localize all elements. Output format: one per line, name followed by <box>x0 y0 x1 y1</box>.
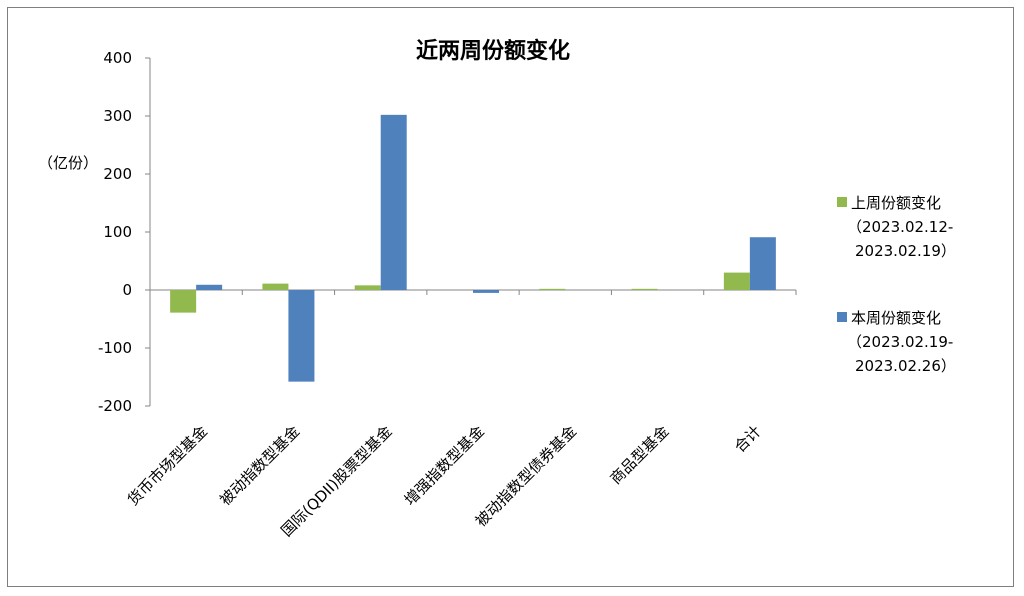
legend-label: 2023.02.26） <box>855 357 956 375</box>
bar-last-week <box>723 272 750 290</box>
y-tick-label: -100 <box>98 339 132 357</box>
y-tick-label: 300 <box>103 107 132 125</box>
y-tick-label: -200 <box>98 397 132 415</box>
bar-this-week <box>380 114 407 290</box>
category-label: 被动指数型债券基金 <box>472 422 580 530</box>
y-axis-unit-label: （亿份） <box>38 154 98 172</box>
bar-last-week <box>539 288 566 290</box>
legend-label: （2023.02.19- <box>847 333 953 351</box>
legend: 上周份额变化 （2023.02.12- 2023.02.19） 本周份额变化 （2023… <box>837 194 956 375</box>
bar-this-week <box>196 284 223 290</box>
category-label: 合计 <box>731 422 765 456</box>
category-label: 货币市场型基金 <box>124 422 211 509</box>
category-label: 被动指数型基金 <box>216 422 303 509</box>
legend-label: 本周份额变化 <box>851 309 941 327</box>
chart-title: 近两周份额变化 <box>416 38 570 64</box>
legend-label: 2023.02.19） <box>855 242 956 260</box>
legend-swatch <box>837 312 847 322</box>
y-tick-label: 0 <box>122 281 132 299</box>
y-tick-label: 100 <box>103 223 132 241</box>
y-tick-label: 200 <box>103 165 132 183</box>
category-label: 增强指数型基金 <box>401 422 488 509</box>
bar-last-week <box>170 290 197 313</box>
bar-last-week <box>354 285 381 290</box>
legend-label: （2023.02.12- <box>847 218 953 236</box>
bar-this-week <box>749 237 776 290</box>
y-tick-label: 400 <box>103 49 132 67</box>
bar-this-week <box>288 290 315 382</box>
legend-swatch <box>837 197 847 207</box>
legend-label: 上周份额变化 <box>851 194 941 212</box>
bar-last-week <box>631 288 658 290</box>
bar-last-week <box>262 283 289 290</box>
bar-this-week <box>473 290 499 293</box>
category-label: 商品型基金 <box>607 422 673 488</box>
